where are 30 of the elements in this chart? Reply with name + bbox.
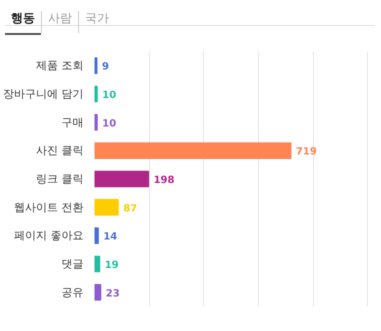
bar <box>94 142 292 159</box>
bar <box>94 114 98 131</box>
y-tick-label: 구매 <box>62 116 84 129</box>
data-label: 10 <box>102 90 116 101</box>
y-tick-label: 제품 조회 <box>36 59 84 72</box>
data-label: 9 <box>102 62 109 73</box>
text: 사람 <box>41 11 78 33</box>
y-tick-label: 페이지 좋아요 <box>14 229 84 242</box>
y-tick-label: 댓글 <box>62 258 84 270</box>
y-tick-label: 웹사이트 전환 <box>14 200 84 214</box>
data-label: 19 <box>104 260 119 271</box>
data-label: 23 <box>106 288 120 300</box>
bar <box>94 284 102 301</box>
bar <box>94 57 98 74</box>
data-label: 87 <box>123 203 138 214</box>
y-tick-label: 사진 클릭 <box>36 144 84 158</box>
bar <box>94 86 98 102</box>
data-label: 198 <box>154 175 175 186</box>
data-label: 719 <box>296 146 317 158</box>
data-label: 10 <box>102 118 116 130</box>
text: 국가 <box>78 11 115 33</box>
bar <box>94 227 99 244</box>
y-tick-label: 공유 <box>62 286 84 299</box>
text: 행동 <box>5 11 41 35</box>
bar <box>94 170 150 188</box>
bar <box>94 256 100 272</box>
bar <box>94 199 119 216</box>
data-label: 14 <box>103 232 118 243</box>
y-tick-label: 장바구니에 담기 <box>3 88 84 100</box>
y-tick-label: 링크 클릭 <box>36 172 84 186</box>
